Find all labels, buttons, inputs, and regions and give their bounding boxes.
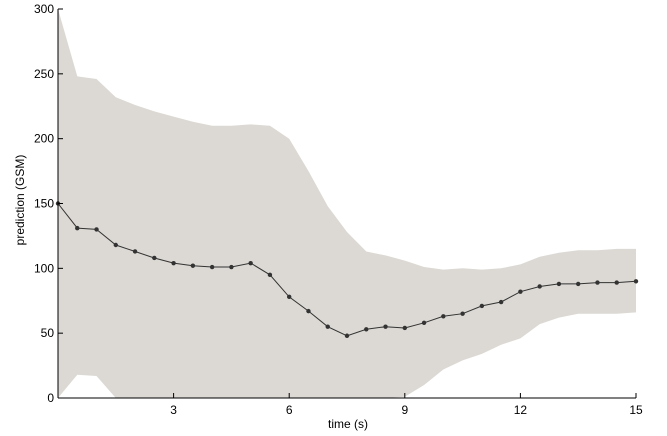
- data-point: [498, 299, 504, 305]
- data-point: [576, 281, 581, 287]
- data-point: [614, 280, 619, 285]
- data-point: [229, 264, 234, 270]
- y-tick-label: 200: [34, 132, 54, 146]
- data-point: [171, 260, 176, 266]
- data-point: [633, 279, 639, 284]
- x-tick-label: 6: [286, 403, 293, 417]
- data-point: [364, 327, 369, 332]
- y-axis-title: prediction (GSM): [13, 155, 27, 246]
- data-point: [94, 227, 99, 232]
- data-point: [460, 311, 465, 316]
- y-tick-label: 50: [41, 326, 55, 340]
- data-point: [152, 255, 157, 261]
- data-point: [556, 281, 562, 287]
- confidence-band-layer: [58, 9, 636, 398]
- data-point: [325, 324, 330, 329]
- x-tick-label: 3: [170, 403, 177, 417]
- x-axis-title: time (s): [328, 417, 368, 431]
- data-point: [267, 272, 273, 278]
- data-point: [306, 308, 311, 314]
- data-point: [344, 333, 350, 338]
- data-point: [441, 314, 446, 319]
- x-tick-label: 15: [629, 403, 643, 417]
- confidence-band: [58, 9, 636, 398]
- data-point: [518, 289, 523, 294]
- x-tick-label: 12: [514, 403, 528, 417]
- data-point: [132, 249, 138, 254]
- tick-label-layer: 0 50 100 150 200 250 300 3 6 9 12 15: [34, 2, 643, 417]
- data-point: [537, 284, 542, 289]
- data-point: [383, 324, 388, 329]
- marker-layer: [55, 201, 639, 338]
- data-point: [595, 280, 600, 285]
- y-tick-label: 300: [34, 2, 54, 16]
- y-tick-label: 100: [34, 261, 54, 275]
- y-tick-label: 250: [34, 67, 54, 81]
- x-tick-label: 9: [401, 403, 408, 417]
- data-point: [287, 294, 292, 300]
- data-point: [479, 303, 485, 309]
- data-point: [248, 260, 253, 266]
- data-point: [190, 263, 196, 268]
- data-point: [75, 225, 80, 231]
- y-tick-label: 150: [34, 197, 54, 211]
- data-point: [402, 325, 407, 331]
- data-point: [421, 320, 427, 325]
- axes-layer: [57, 8, 637, 399]
- y-tick-label: 0: [47, 391, 54, 405]
- data-point: [209, 264, 215, 270]
- data-point: [113, 242, 119, 248]
